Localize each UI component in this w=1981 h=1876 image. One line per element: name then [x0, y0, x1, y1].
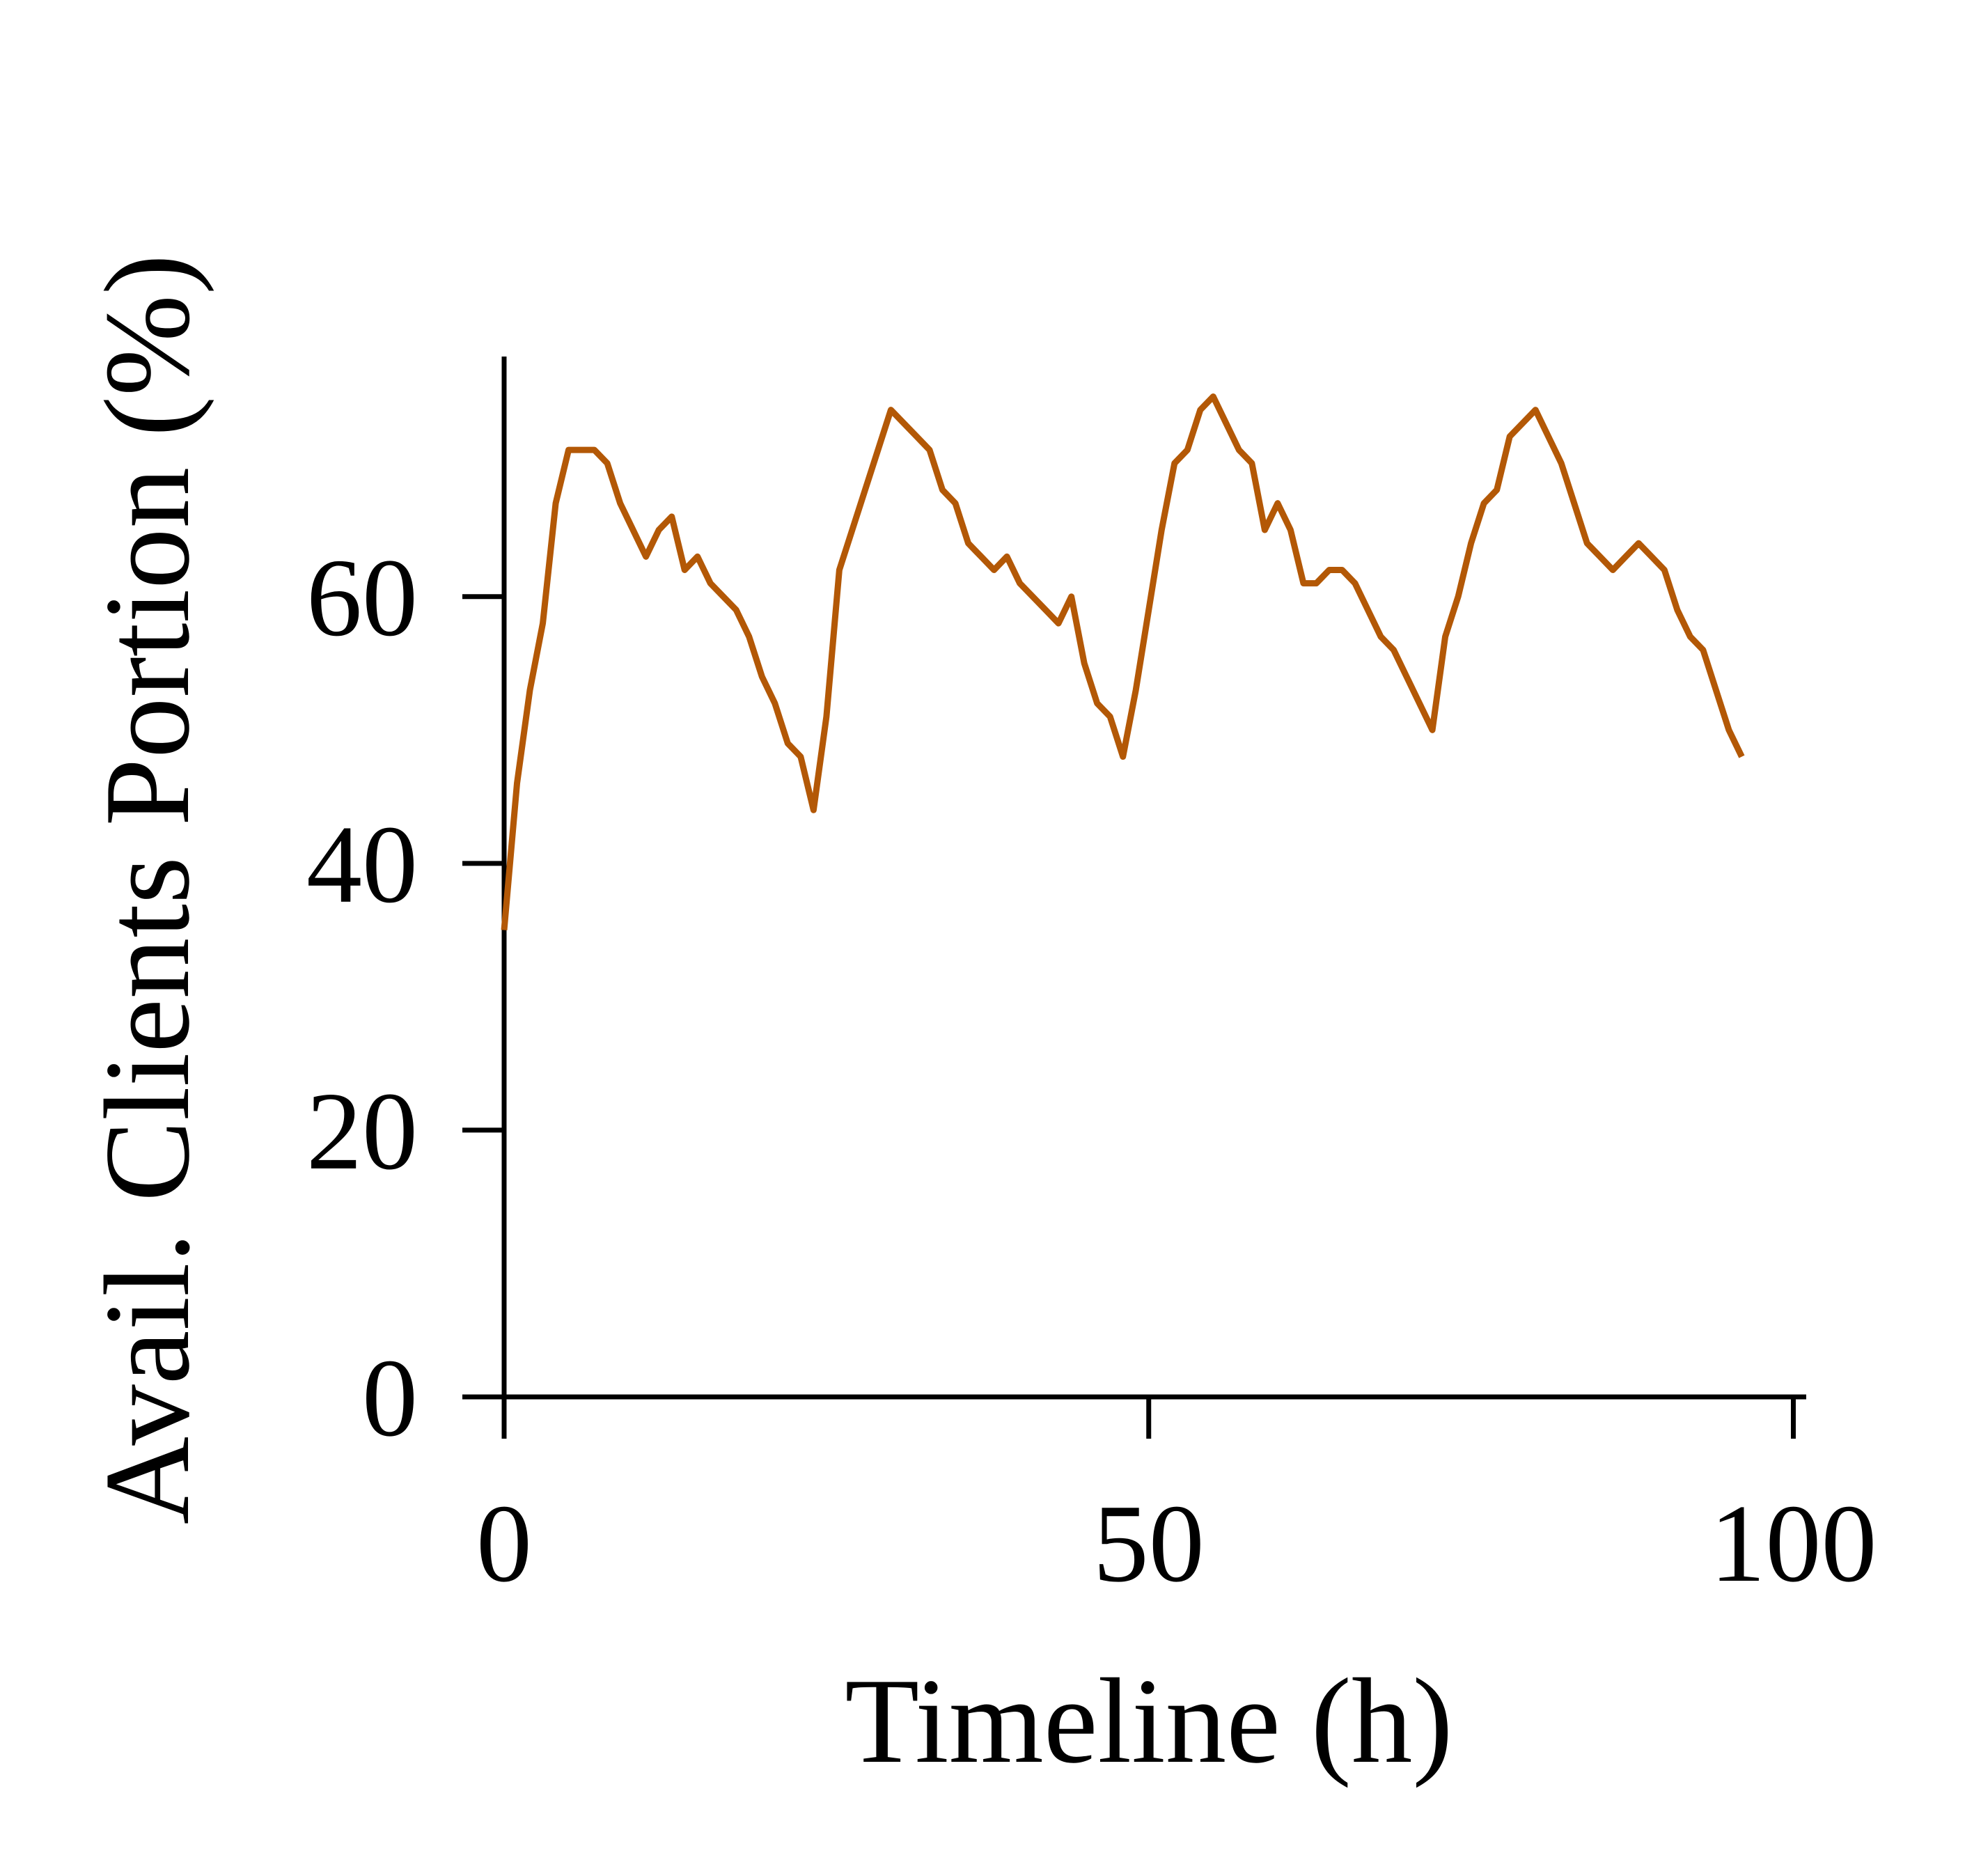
y-axis-label: Avail. Clients Portion (%)	[79, 254, 214, 1524]
y-tick-label: 20	[306, 1069, 418, 1193]
x-axis-label: Timeline (h)	[845, 1653, 1453, 1788]
x-tick-label: 50	[1093, 1481, 1205, 1605]
y-tick-label: 40	[306, 802, 418, 926]
x-tick-label: 100	[1709, 1481, 1877, 1605]
data-line	[501, 393, 1745, 931]
x-tick-label: 0	[476, 1481, 532, 1605]
y-tick-label: 60	[306, 536, 418, 659]
y-tick-label: 0	[362, 1336, 418, 1460]
